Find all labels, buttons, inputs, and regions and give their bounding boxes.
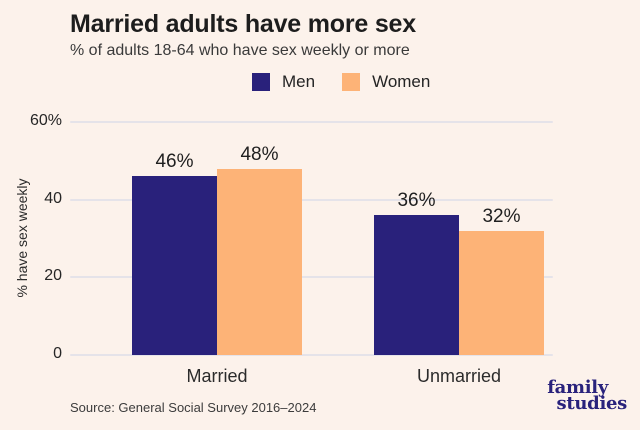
bar-men-unmarried <box>374 215 459 355</box>
bar-women-unmarried <box>459 231 544 355</box>
bar-men-married <box>132 176 217 355</box>
bar-women-married <box>217 169 302 355</box>
category-label-unmarried: Unmarried <box>416 366 502 386</box>
y-tick-label: 60% <box>29 112 62 129</box>
source-note: Source: General Social Survey 2016–2024 <box>70 400 317 415</box>
legend-label-women: Women <box>372 72 431 91</box>
grid-line <box>70 354 553 356</box>
logo-line-1: family <box>547 377 608 398</box>
legend-swatch-men <box>252 73 270 91</box>
bar-value-label: 46% <box>155 151 194 172</box>
chart-subtitle: % of adults 18-64 who have sex weekly or… <box>70 42 410 59</box>
legend: Men Women <box>252 72 430 92</box>
legend-label-men: Men <box>282 72 316 91</box>
logo-line-2: studies <box>556 393 628 414</box>
y-tick-label: 0 <box>53 345 62 362</box>
bar-value-label: 36% <box>397 190 436 211</box>
legend-swatch-women <box>342 73 361 91</box>
bar-value-label: 32% <box>482 206 521 227</box>
y-tick-label: 40 <box>44 189 62 207</box>
category-label-married: Married <box>186 366 248 386</box>
family-studies-logo: family studies <box>547 377 628 414</box>
bar-value-label: 48% <box>240 144 279 165</box>
chart-title: Married adults have more sex <box>70 10 416 38</box>
grid-line <box>70 121 553 123</box>
y-tick-label: 20 <box>44 267 62 285</box>
grid-line <box>70 276 553 279</box>
plot-area: 46% 48% 36% 32% <box>70 121 553 356</box>
grid-line <box>70 198 553 201</box>
